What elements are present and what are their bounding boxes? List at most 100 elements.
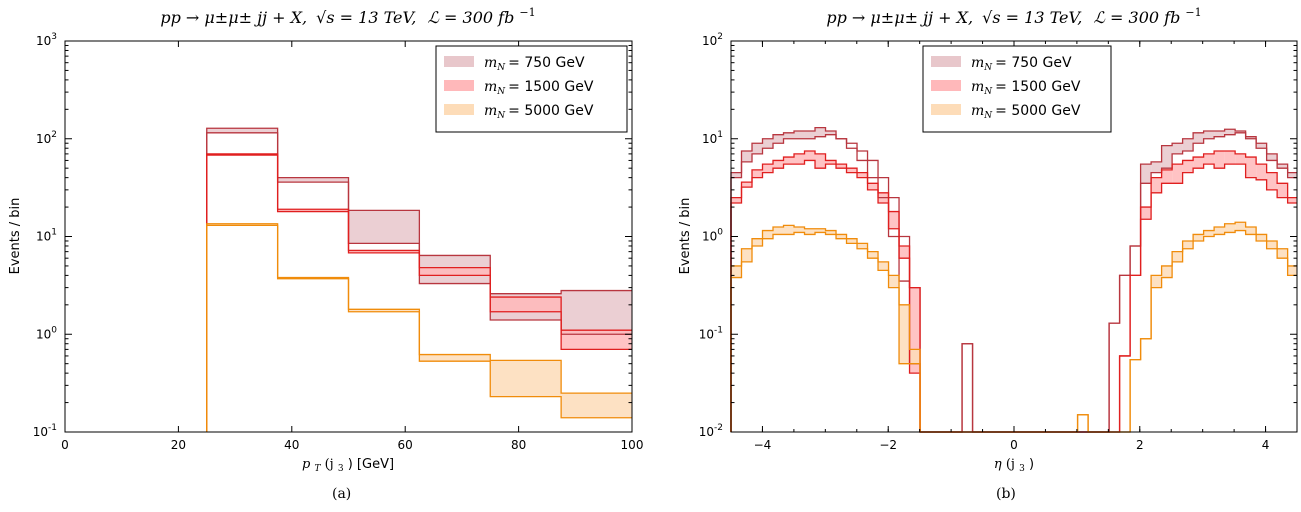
b-band-s1-bin41 bbox=[1161, 169, 1173, 184]
a-xtick-label: 100 bbox=[621, 438, 644, 452]
b-band-s2-bin15 bbox=[888, 275, 900, 288]
b-band-s1-bin51 bbox=[1266, 172, 1278, 190]
b-band-s1-bin8 bbox=[815, 153, 826, 169]
b-band-s0-bin42 bbox=[1172, 143, 1183, 154]
b-band-s1-bin17 bbox=[909, 287, 921, 374]
b-legend-label-0: mN = 750 GeV bbox=[971, 55, 1072, 73]
b-band-s1-bin13 bbox=[867, 183, 879, 190]
b-band-s1-bin40 bbox=[1151, 177, 1162, 193]
b-band-s2-bin42 bbox=[1172, 251, 1183, 262]
b-legend-swatch-0 bbox=[931, 56, 961, 67]
caption-a: (a) bbox=[332, 486, 352, 502]
b-band-s0-bin5 bbox=[783, 132, 795, 139]
b-band-s0-bin45 bbox=[1203, 131, 1215, 139]
a-legend-swatch-2 bbox=[444, 104, 474, 115]
a-band-s1-bin5 bbox=[561, 330, 632, 350]
b-band-s1-bin48 bbox=[1235, 153, 1246, 165]
a-band-s2-bin3 bbox=[419, 354, 491, 362]
b-band-s1-bin2 bbox=[752, 169, 763, 178]
b-step-lo-s1 bbox=[730, 159, 1297, 433]
b-band-s1-bin6 bbox=[794, 153, 805, 165]
b-band-s2-bin43 bbox=[1182, 240, 1194, 249]
b-band-s2-bin40 bbox=[1151, 275, 1162, 288]
b-band-s0-bin2 bbox=[752, 143, 763, 154]
b-legend-label-2: mN = 5000 GeV bbox=[971, 103, 1081, 121]
b-band-s2-bin50 bbox=[1256, 234, 1267, 241]
a-xtick-label: 40 bbox=[284, 438, 299, 452]
b-band-s1-bin46 bbox=[1214, 150, 1225, 169]
b-band-s0-bin52 bbox=[1277, 164, 1288, 169]
b-ytick-label: 10-2 bbox=[699, 423, 723, 439]
a-band-s2-bin5 bbox=[561, 393, 632, 418]
a-xtick-label: 20 bbox=[171, 438, 186, 452]
b-xtick-label: 2 bbox=[1136, 438, 1144, 452]
b-band-s2-bin7 bbox=[804, 228, 816, 235]
b-band-s1-bin7 bbox=[804, 150, 816, 161]
b-band-s2-bin52 bbox=[1277, 248, 1288, 259]
b-band-s2-bin3 bbox=[762, 230, 774, 239]
b-band-s0-bin50 bbox=[1256, 143, 1267, 149]
b-band-s1-bin44 bbox=[1193, 157, 1204, 169]
b-xtick-label: −4 bbox=[754, 438, 772, 452]
b-band-s2-bin10 bbox=[836, 234, 847, 239]
a-band-s0-bin1 bbox=[277, 177, 349, 183]
b-band-s1-bin0 bbox=[731, 197, 742, 204]
b-band-s2-bin49 bbox=[1245, 227, 1257, 235]
b-band-s0-bin1 bbox=[741, 150, 753, 162]
b-legend-label-1: mN = 1500 GeV bbox=[971, 79, 1081, 97]
b-band-s1-bin1 bbox=[741, 182, 753, 188]
b-xtick-label: −2 bbox=[879, 438, 897, 452]
b-band-s2-bin48 bbox=[1235, 222, 1246, 231]
b-band-s2-bin9 bbox=[825, 230, 837, 235]
b-xtick-label: 0 bbox=[1010, 438, 1018, 452]
a-band-s0-bin2 bbox=[348, 210, 420, 244]
a-legend-label-2: mN = 5000 GeV bbox=[484, 103, 594, 121]
chart-a: 0 20 40 60 80 100 10-1 100 101 102 103 mN = 750 GeV… bbox=[8, 6, 644, 474]
b-band-s1-bin52 bbox=[1277, 183, 1288, 198]
b-band-s1-bin53 bbox=[1287, 197, 1297, 204]
b-band-s2-bin13 bbox=[867, 251, 879, 259]
b-band-s1-bin42 bbox=[1172, 164, 1183, 184]
b-band-s1-bin12 bbox=[857, 172, 868, 178]
b-band-s0-bin46 bbox=[1214, 131, 1225, 137]
a-band-s1-bin1 bbox=[277, 209, 349, 212]
b-band-s0-bin8 bbox=[815, 127, 826, 137]
b-band-s0-bin49 bbox=[1245, 136, 1257, 139]
b-band-s1-bin45 bbox=[1203, 153, 1215, 165]
b-band-s2-bin45 bbox=[1203, 230, 1215, 237]
b-step-hi-s0 bbox=[730, 126, 1297, 433]
a-xtick-label: 60 bbox=[398, 438, 413, 452]
chart-b-xlabel: η (j 3 ) bbox=[994, 457, 1034, 475]
b-band-s2-bin11 bbox=[846, 238, 858, 244]
b-band-s2-bin4 bbox=[773, 227, 784, 235]
caption-b: (b) bbox=[996, 486, 1016, 502]
b-band-s2-bin5 bbox=[783, 225, 795, 235]
b-band-s0-bin44 bbox=[1193, 132, 1204, 144]
b-band-s1-bin43 bbox=[1182, 160, 1194, 173]
b-band-s2-bin6 bbox=[794, 227, 805, 233]
b-step-lo-s0 bbox=[730, 132, 1297, 433]
chart-a-title: pp → μ±μ± jj + X, √s = 13 TeV, ℒ = 300 f… bbox=[160, 6, 535, 27]
b-step-hi-s2 bbox=[730, 221, 1297, 433]
b-ytick-label: 10-1 bbox=[699, 325, 723, 341]
b-band-s0-bin39 bbox=[1140, 164, 1152, 184]
a-band-s1-bin2 bbox=[348, 250, 420, 253]
b-band-s1-bin9 bbox=[825, 160, 837, 165]
b-band-s2-bin12 bbox=[857, 243, 868, 249]
chart-a-ylabel: Events / bin bbox=[8, 198, 23, 275]
b-band-s2-bin46 bbox=[1214, 227, 1225, 235]
b-band-s2-bin41 bbox=[1161, 265, 1173, 278]
b-band-s1-bin4 bbox=[773, 160, 784, 169]
b-band-s2-bin44 bbox=[1193, 234, 1204, 241]
b-band-s2-bin17 bbox=[909, 349, 921, 364]
b-ytick-label: 100 bbox=[702, 228, 723, 244]
a-band-s2-bin4 bbox=[490, 360, 562, 397]
b-band-s2-bin16 bbox=[899, 304, 910, 364]
b-xtick-label: 4 bbox=[1262, 438, 1270, 452]
b-band-s1-bin49 bbox=[1245, 157, 1257, 178]
a-ytick-label: 103 bbox=[36, 32, 57, 48]
b-step-hi-s1 bbox=[730, 150, 1297, 433]
b-band-s0-bin4 bbox=[773, 134, 784, 144]
b-band-s0-bin41 bbox=[1161, 145, 1173, 169]
a-step-lo-s0 bbox=[206, 132, 632, 432]
